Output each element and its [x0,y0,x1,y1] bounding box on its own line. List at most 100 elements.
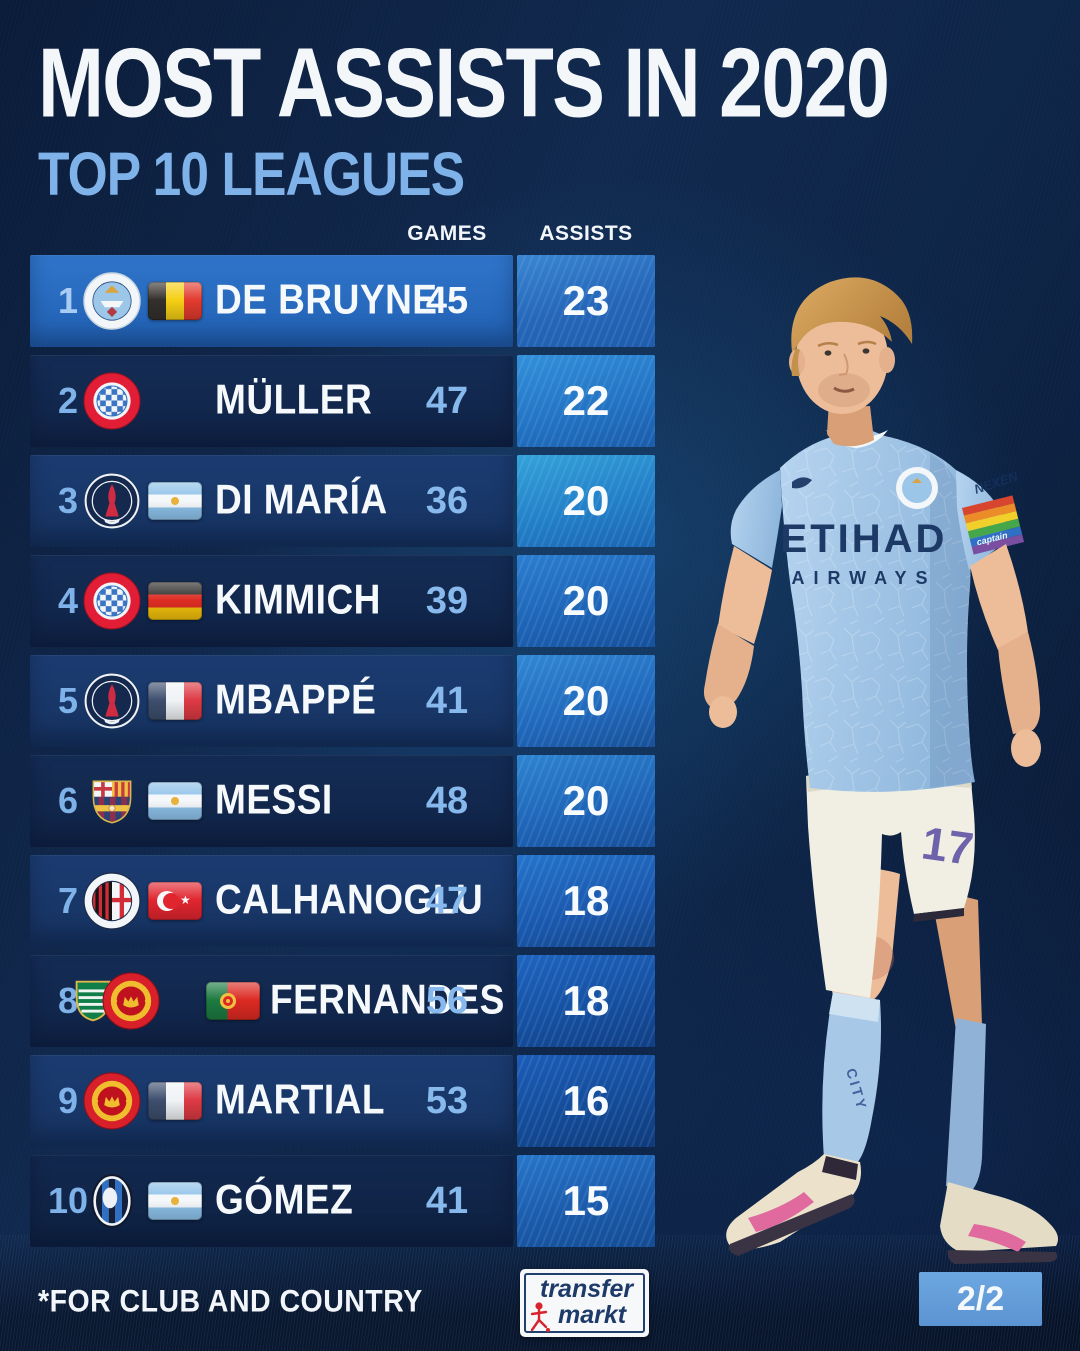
club-badges [83,772,141,830]
assists-value: 20 [562,577,610,624]
rank-label: 9 [57,1080,79,1121]
assists-cell: 23 [517,255,655,347]
kicker-figure-icon [530,1302,550,1332]
club-badges [83,1072,141,1130]
svg-text:AIRWAYS: AIRWAYS [791,568,936,588]
rank-label: 3 [57,480,79,521]
games-value: 47 [425,380,469,422]
flag-argentina-icon [148,782,202,820]
games-value: 48 [425,780,469,822]
flag-france-icon [148,682,202,720]
assists-cell: 20 [517,555,655,647]
assists-value: 23 [562,277,610,324]
games-value: 36 [425,480,469,522]
games-value: 39 [425,580,469,622]
flag-france-icon [148,1082,202,1120]
table-row: 5 MBAPPÉ 41 20 [30,655,655,747]
club-badge-man-united-icon [102,972,160,1030]
rank-label: 5 [57,680,79,721]
row-band: 5 MBAPPÉ 41 [30,655,513,747]
player-name: DE BRUYNE [215,277,438,324]
page-subtitle: TOP 10 LEAGUES [38,139,465,209]
flag-turkey-icon: ★ [148,882,202,920]
rank-label: 7 [57,880,79,921]
assists-cell: 15 [517,1155,655,1247]
player-name: MÜLLER [215,377,373,424]
club-badge-psg-icon [83,672,141,730]
assists-cell: 18 [517,955,655,1047]
row-band: 2 MÜLLER 47 [30,355,513,447]
row-band: 3 DI MARÍA 36 [30,455,513,547]
row-band: 8 FERNANDES 56 [30,955,513,1047]
flag-argentina-icon [148,1182,202,1220]
player-name: KIMMICH [215,577,381,624]
club-badge-psg-icon [83,472,141,530]
table-row: 3 DI MARÍA 36 20 [30,455,655,547]
assists-cell: 20 [517,655,655,747]
club-badges [83,572,141,630]
club-badges [83,872,141,930]
assists-value: 20 [562,677,610,724]
page-indicator: 2/2 [919,1272,1042,1326]
club-badges [83,1172,141,1230]
table-row: 7 ★ CALHANOGLU 47 18 [30,855,655,947]
row-band: 9 MARTIAL 53 [30,1055,513,1147]
assists-value: 18 [562,977,610,1024]
svg-text:17: 17 [919,816,977,875]
row-band: 10 GÓMEZ 41 [30,1155,513,1247]
rank-label: 10 [47,1180,89,1221]
club-badges [83,272,141,330]
club-badges [83,372,141,430]
club-badge-man-city-icon [83,272,141,330]
assists-table: 1 DE BRUYNE 45 23 2 MÜLLER 47 22 3 [30,255,655,1255]
club-badge-bayern-icon [83,572,141,630]
assists-cell: 16 [517,1055,655,1147]
games-value: 56 [425,980,469,1022]
assists-cell: 20 [517,755,655,847]
brand-line-2: markt [558,1301,627,1329]
player-name: MARTIAL [215,1077,386,1124]
games-value: 45 [425,280,469,322]
games-value: 41 [425,1180,469,1222]
assists-value: 20 [562,777,610,824]
player-name: GÓMEZ [215,1177,354,1224]
column-header-assists: ASSISTS [539,222,633,245]
club-badge-barcelona-icon [83,772,141,830]
rank-label: 2 [57,380,79,421]
flag-germany-icon [148,582,202,620]
player-name: CALHANOGLU [215,877,484,924]
player-name: FERNANDES [270,977,505,1024]
player-photo: CITY 17 ETIHAD AIRWAYS captain [703,277,1058,1264]
footnote: *FOR CLUB AND COUNTRY [38,1284,423,1319]
table-row: 9 MARTIAL 53 16 [30,1055,655,1147]
player-name: DI MARÍA [215,477,388,524]
assists-value: 18 [562,877,610,924]
row-band: 1 DE BRUYNE 45 [30,255,513,347]
table-row: 8 FERNANDES 56 18 [30,955,655,1047]
table-row: 6 MESSI 48 20 [30,755,655,847]
table-row: 4 KIMMICH 39 20 [30,555,655,647]
club-badges [83,472,141,530]
flag-portugal-icon [206,982,260,1020]
row-band: 6 MESSI 48 [30,755,513,847]
games-value: 41 [425,680,469,722]
page-title: MOST ASSISTS IN 2020 [38,27,890,138]
assists-cell: 22 [517,355,655,447]
transfermarkt-logo: transfer markt [520,1269,650,1337]
club-badge-ac-milan-icon [83,872,141,930]
table-row: 2 MÜLLER 47 22 [30,355,655,447]
table-row: 1 DE BRUYNE 45 23 [30,255,655,347]
flag-belgium-icon [148,282,202,320]
svg-text:ETIHAD: ETIHAD [781,517,948,561]
rank-label: 6 [57,780,79,821]
rank-label: 4 [57,580,79,621]
brand-line-1: transfer [540,1275,634,1303]
club-badge-man-united-icon [83,1072,141,1130]
column-header-games: GAMES [407,222,487,245]
assists-value: 20 [562,477,610,524]
player-name: MESSI [215,777,333,824]
svg-text:NEXEN: NEXEN [972,469,1020,497]
assists-value: 16 [562,1077,610,1124]
games-value: 47 [425,880,469,922]
